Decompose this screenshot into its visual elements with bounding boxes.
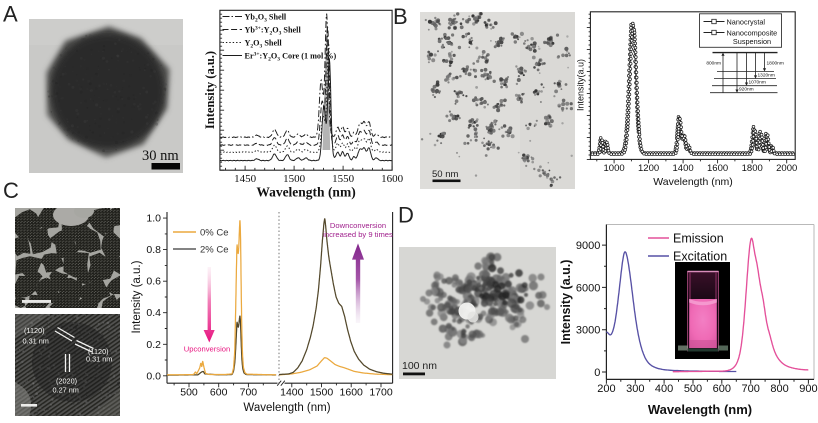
svg-text:B: B — [393, 4, 408, 29]
svg-text:0% Ce: 0% Ce — [200, 228, 229, 239]
svg-text:200: 200 — [597, 383, 615, 395]
svg-text:D: D — [398, 203, 414, 228]
svg-text:0.8: 0.8 — [146, 244, 161, 256]
svg-text:3000: 3000 — [576, 325, 600, 337]
svg-text:Nanocomposite: Nanocomposite — [727, 28, 778, 37]
svg-text:1600: 1600 — [707, 163, 728, 174]
svg-text:Nanocrystal: Nanocrystal — [727, 17, 766, 26]
svg-text:Yb3+:Y2O3 Shell: Yb3+:Y2O3 Shell — [245, 25, 302, 36]
svg-text:1600: 1600 — [381, 173, 404, 185]
svg-text:6000: 6000 — [576, 282, 600, 294]
svg-text:1800: 1800 — [742, 163, 763, 174]
svg-text:1600: 1600 — [340, 387, 364, 399]
svg-text:(2020): (2020) — [56, 377, 77, 386]
svg-text:Excitation: Excitation — [673, 250, 727, 264]
svg-text:920nm: 920nm — [739, 87, 754, 93]
svg-text:Intensity (a.u.): Intensity (a.u.) — [559, 260, 573, 345]
svg-text:1320nm: 1320nm — [758, 73, 775, 79]
svg-text:1200: 1200 — [638, 163, 659, 174]
svg-text:0.31 nm: 0.31 nm — [86, 355, 112, 364]
svg-text:0.31 nm: 0.31 nm — [23, 337, 49, 346]
svg-text:Intensity (a.u.): Intensity (a.u.) — [203, 51, 217, 129]
svg-text:C: C — [3, 178, 19, 203]
svg-text:0.6: 0.6 — [146, 276, 161, 288]
svg-text:500: 500 — [684, 383, 702, 395]
svg-text:9000: 9000 — [576, 240, 600, 252]
svg-text:Wavelength (nm): Wavelength (nm) — [243, 402, 330, 414]
svg-text:0.2: 0.2 — [146, 339, 161, 351]
svg-text:2000: 2000 — [776, 163, 797, 174]
svg-text:1400: 1400 — [280, 387, 304, 399]
svg-text:0.0: 0.0 — [146, 370, 161, 382]
svg-text:1550: 1550 — [332, 173, 355, 185]
svg-text:600: 600 — [210, 387, 228, 399]
svg-text:(1120): (1120) — [88, 347, 109, 356]
svg-text:1.0: 1.0 — [146, 213, 161, 225]
svg-text:Y2O3 Shell: Y2O3 Shell — [245, 38, 283, 49]
svg-text:100 nm: 100 nm — [402, 360, 437, 372]
svg-text:0: 0 — [594, 367, 600, 379]
svg-text:Upconversion: Upconversion — [184, 345, 230, 354]
svg-text:1450: 1450 — [234, 173, 257, 185]
svg-text:1400: 1400 — [673, 163, 694, 174]
svg-text:Emission: Emission — [673, 232, 724, 246]
svg-text:Intensity(a.u): Intensity(a.u) — [576, 59, 586, 111]
svg-text:600: 600 — [713, 383, 731, 395]
svg-text:Wavelength (nm): Wavelength (nm) — [256, 185, 355, 200]
svg-text:Wavelength (nm): Wavelength (nm) — [648, 402, 752, 417]
svg-text:900: 900 — [799, 383, 817, 395]
svg-text:A: A — [3, 2, 18, 27]
svg-text:800: 800 — [770, 383, 788, 395]
svg-text:increased by 9 times: increased by 9 times — [323, 230, 393, 239]
svg-text:1000: 1000 — [604, 163, 625, 174]
svg-text:700: 700 — [240, 387, 258, 399]
svg-text:300: 300 — [626, 383, 644, 395]
svg-text:Downconversion: Downconversion — [330, 221, 386, 230]
svg-text:800nm: 800nm — [706, 61, 721, 67]
svg-text:50 nm: 50 nm — [432, 169, 458, 180]
svg-text:30 nm: 30 nm — [142, 148, 179, 164]
svg-text:400: 400 — [655, 383, 673, 395]
svg-text:500: 500 — [180, 387, 198, 399]
svg-text:Yb2O3 Shell: Yb2O3 Shell — [245, 12, 287, 23]
svg-text:700: 700 — [742, 383, 760, 395]
svg-text:Suspension: Suspension — [733, 37, 771, 46]
svg-text:1070nm: 1070nm — [749, 80, 766, 86]
svg-text:(1120): (1120) — [24, 326, 45, 335]
svg-text:1700: 1700 — [369, 387, 393, 399]
svg-text:1800nm: 1800nm — [767, 61, 784, 67]
svg-text:0.4: 0.4 — [146, 307, 161, 319]
svg-text:1500: 1500 — [310, 387, 334, 399]
svg-text:0.27 nm: 0.27 nm — [53, 386, 79, 395]
svg-text:Er3+:Y2O3 Core (1 mol %): Er3+:Y2O3 Core (1 mol %) — [245, 51, 337, 62]
svg-text:1500: 1500 — [283, 173, 306, 185]
svg-text:Intensity (a.u.): Intensity (a.u.) — [131, 260, 143, 333]
svg-text:2% Ce: 2% Ce — [200, 245, 229, 256]
svg-text:Wavelength (nm): Wavelength (nm) — [653, 176, 733, 188]
